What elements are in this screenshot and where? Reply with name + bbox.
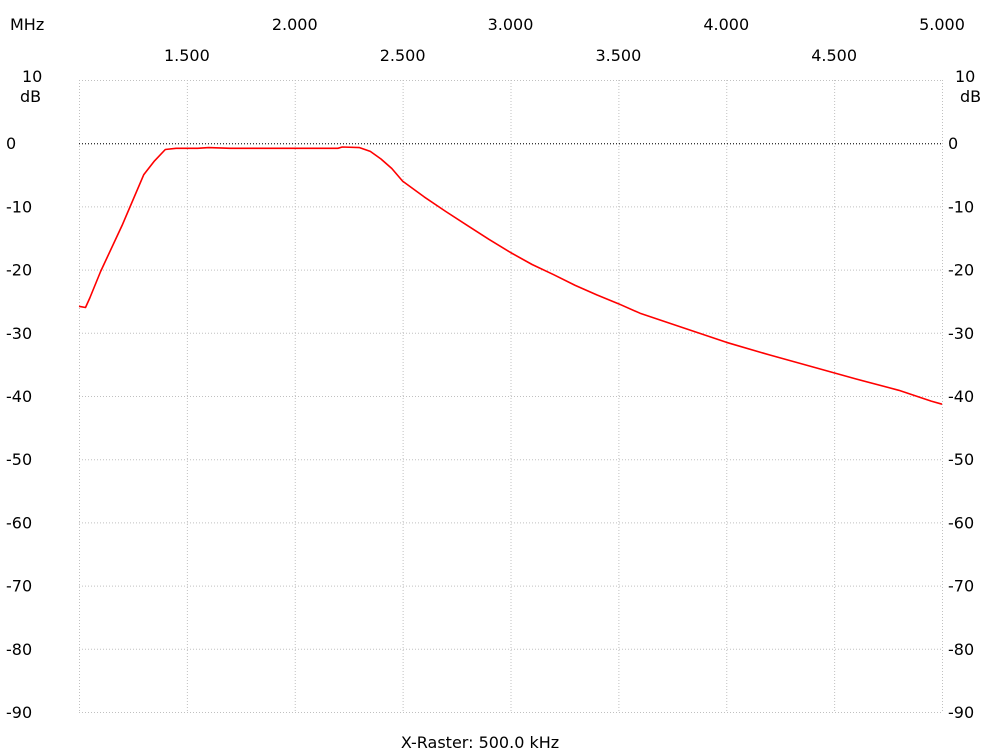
y-tick-label-left: -50 bbox=[6, 450, 32, 469]
x-unit-label: MHz bbox=[10, 15, 44, 34]
y-tick-label-right: 0 bbox=[948, 134, 958, 153]
y-unit-label-left-unit: dB bbox=[20, 87, 41, 106]
y-unit-label-right-unit: dB bbox=[960, 87, 981, 106]
y-tick-label-left: -30 bbox=[6, 324, 32, 343]
y-unit-label-left-value: 10 bbox=[22, 67, 42, 86]
x-tick-label: 2.000 bbox=[272, 15, 318, 34]
y-tick-label-right: -40 bbox=[948, 387, 974, 406]
grid-lines bbox=[79, 80, 943, 713]
y-tick-label-right: -60 bbox=[948, 513, 974, 532]
y-tick-label-left: -60 bbox=[6, 513, 32, 532]
x-tick-label: 2.500 bbox=[380, 46, 426, 65]
y-unit-label-right-value: 10 bbox=[955, 67, 975, 86]
y-tick-labels: 0 0 -10 -10 -20 -20 -30 -30 -40 -40 -50 -50 -60 -60 -7… bbox=[6, 134, 974, 722]
y-tick-label-left: -10 bbox=[6, 197, 32, 216]
x-tick-labels: 2.000 3.000 4.000 5.000 1.500 2.500 3.500 4.500 bbox=[164, 15, 965, 65]
x-tick-label: 1.500 bbox=[164, 46, 210, 65]
x-tick-label: 3.000 bbox=[488, 15, 534, 34]
x-tick-label: 5.000 bbox=[919, 15, 965, 34]
y-tick-label-left: -70 bbox=[6, 577, 32, 596]
y-tick-label-right: -20 bbox=[948, 261, 974, 280]
y-tick-label-left: -40 bbox=[6, 387, 32, 406]
y-tick-label-right: -90 bbox=[948, 703, 974, 722]
y-tick-label-right: -50 bbox=[948, 450, 974, 469]
response-trace bbox=[78, 146, 943, 405]
y-tick-label-left: -20 bbox=[6, 261, 32, 280]
x-tick-label: 4.500 bbox=[811, 46, 857, 65]
y-tick-label-right: -30 bbox=[948, 324, 974, 343]
y-tick-label-right: -10 bbox=[948, 197, 974, 216]
x-tick-label: 3.500 bbox=[595, 46, 641, 65]
y-tick-label-left: 0 bbox=[6, 134, 16, 153]
x-tick-label: 4.000 bbox=[703, 15, 749, 34]
y-tick-label-left: -80 bbox=[6, 640, 32, 659]
y-tick-label-right: -70 bbox=[948, 577, 974, 596]
x-raster-label: X-Raster: 500.0 kHz bbox=[401, 733, 559, 752]
y-tick-label-left: -90 bbox=[6, 703, 32, 722]
y-tick-label-right: -80 bbox=[948, 640, 974, 659]
